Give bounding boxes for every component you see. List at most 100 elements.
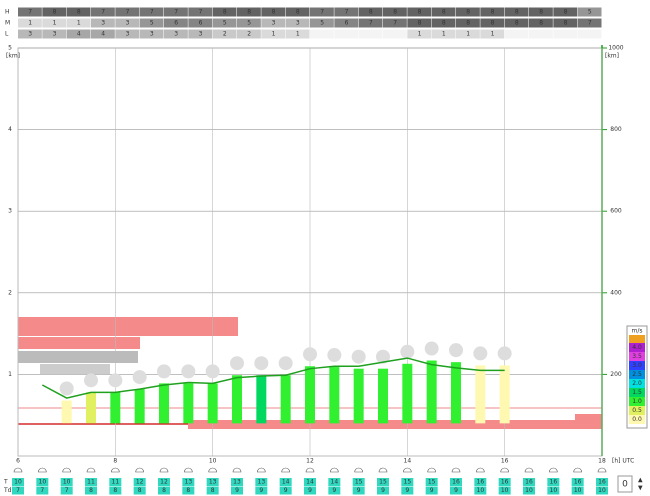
temp-value: 9: [332, 487, 336, 494]
weather-icon: [281, 467, 290, 473]
cloud-cell: [139, 18, 164, 28]
temp-cell: [279, 478, 292, 486]
unit-label: [km]: [6, 53, 20, 60]
cloud-cell-label: 5: [320, 20, 324, 27]
temp-value: 12: [136, 479, 144, 486]
temp-value: 9: [381, 487, 385, 494]
cloud-icon: [108, 373, 123, 388]
cloud-cell-label: 5: [588, 9, 592, 16]
cloud-cell-empty: [358, 29, 383, 39]
cloud-cell-label: 4: [101, 31, 105, 38]
temp-value: 7: [65, 487, 69, 494]
bar: [232, 375, 242, 424]
temp-cell: [60, 486, 73, 495]
cloud-cell-label: 8: [247, 9, 251, 16]
legend-swatch: [629, 379, 645, 388]
cloud-cell: [480, 29, 505, 39]
weather-icon: [427, 467, 436, 473]
cloud-icon: [497, 346, 512, 361]
cloud-cell: [115, 18, 140, 28]
offset-value[interactable]: 0: [622, 480, 628, 490]
temp-cell: [450, 478, 462, 486]
cloud-cell-label: 8: [442, 9, 446, 16]
cloud-cell: [212, 29, 237, 39]
legend-label: 0.5: [632, 407, 642, 414]
weather-icon: [573, 467, 582, 473]
bar: [402, 363, 413, 424]
cloud-cell-label: 3: [174, 31, 178, 38]
temp-cell: [523, 478, 535, 486]
legend-swatch: [629, 370, 645, 379]
temp-cell: [425, 478, 438, 486]
spin-up[interactable]: ▲: [638, 477, 643, 484]
temp-value: 16: [525, 479, 533, 486]
cloud-cell-label: 8: [515, 9, 519, 16]
cloud-cell: [115, 29, 140, 39]
bar: [353, 368, 364, 424]
bar: [110, 392, 121, 424]
cloud-cell-label: 6: [199, 20, 203, 27]
cloud-cell-label: 8: [418, 20, 422, 27]
cloud-cell: [577, 18, 602, 28]
cloud-cell: [42, 29, 67, 39]
legend-title: m/s: [632, 328, 643, 335]
bar: [426, 360, 437, 424]
cloud-cell-label: 3: [150, 31, 154, 38]
legend-swatch: [629, 335, 645, 343]
cloud-cell: [18, 7, 42, 17]
cloud-cell: [334, 7, 359, 17]
spin-down[interactable]: ▼: [638, 485, 643, 492]
cloud-icon: [181, 364, 196, 379]
unit-label: [km]: [605, 53, 619, 60]
cloud-cell: [18, 18, 42, 28]
temp-value: 7: [40, 487, 44, 494]
cloud-icon: [84, 373, 98, 388]
cloud-cell-label: 3: [101, 20, 105, 27]
cloud-icon: [205, 364, 220, 379]
region: [40, 364, 110, 374]
cloud-cell-label: 7: [588, 20, 592, 27]
legend-label: 0.0: [632, 416, 642, 423]
temp-value: 10: [598, 487, 606, 494]
y-tick-label: 5: [8, 45, 12, 52]
cloud-cell: [334, 18, 359, 28]
cloud-icon: [157, 364, 171, 379]
cloud-cell: [553, 18, 578, 28]
x-tick-label: 10: [209, 458, 217, 465]
cloud-cell: [358, 18, 383, 28]
legend-label: 2.0: [632, 380, 642, 387]
y-tick-label: 2: [8, 289, 12, 296]
temp-value: 16: [452, 479, 460, 486]
cloud-icon: [424, 341, 439, 356]
temp-value: 15: [428, 479, 436, 486]
cloud-cell-label: 8: [77, 9, 81, 16]
bar: [134, 389, 145, 424]
weather-icon: [232, 467, 242, 473]
temp-cell: [304, 486, 316, 495]
temp-cell: [109, 478, 122, 486]
bar: [475, 365, 486, 424]
cloud-cell-empty: [577, 29, 602, 39]
cloud-cell: [261, 18, 286, 28]
cloud-cell-label: 8: [539, 9, 543, 16]
weather-icon: [451, 467, 461, 473]
legend-label: 3.0: [632, 362, 642, 369]
line: [41, 357, 505, 399]
cloud-cell-label: 3: [53, 31, 57, 38]
cloud-cell: [188, 7, 213, 17]
temp-cell: [255, 478, 268, 486]
temp-row-label: T: [3, 479, 8, 486]
temp-cell: [182, 486, 195, 495]
x-tick-label: 6: [16, 458, 20, 465]
cloud-cell: [66, 29, 91, 39]
temp-cell: [352, 478, 365, 486]
legend-swatch: [629, 388, 645, 397]
cloud-cell-label: 1: [272, 31, 276, 38]
temp-cell: [182, 478, 195, 486]
y-tick-label: 4: [8, 126, 12, 133]
cloud-cell-label: 7: [199, 9, 203, 16]
cloud-cell: [480, 18, 505, 28]
cloud-cell-label: 7: [126, 9, 130, 16]
temp-cell: [377, 486, 389, 495]
offset-box[interactable]: [617, 475, 633, 493]
